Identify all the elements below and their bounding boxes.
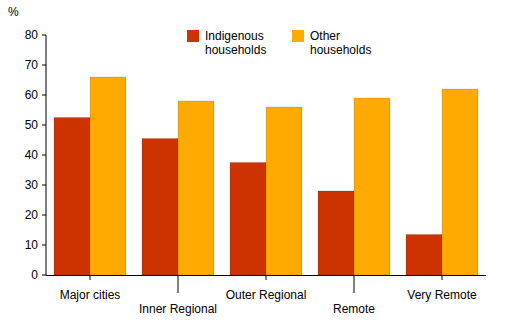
x-tick xyxy=(442,275,443,280)
y-tick xyxy=(42,125,46,126)
bar xyxy=(54,118,90,276)
bar xyxy=(142,139,178,276)
y-tick-label: 10 xyxy=(25,238,39,252)
bar xyxy=(318,191,354,275)
y-tick xyxy=(42,155,46,156)
y-tick-label: 20 xyxy=(25,208,39,222)
legend-label: Otherhouseholds xyxy=(310,29,371,57)
bars xyxy=(54,77,478,275)
y-tick-label: 50 xyxy=(25,118,39,132)
bar xyxy=(442,89,478,275)
y-tick-label: 60 xyxy=(25,88,39,102)
y-tick xyxy=(42,245,46,246)
bar xyxy=(178,101,214,275)
x-tick xyxy=(178,275,179,293)
x-tick-label: Remote xyxy=(333,302,375,316)
y-tick xyxy=(42,185,46,186)
y-tick-label: 80 xyxy=(25,28,39,42)
x-tick-label: Very Remote xyxy=(407,288,477,302)
x-tick xyxy=(266,275,267,280)
y-tick xyxy=(42,65,46,66)
x-tick xyxy=(354,275,355,293)
y-tick-label: 40 xyxy=(25,148,39,162)
legend-label: Indigenoushouseholds xyxy=(205,29,266,57)
y-tick xyxy=(42,215,46,216)
y-tick xyxy=(42,35,46,36)
bar xyxy=(354,98,390,275)
x-tick-label: Outer Regional xyxy=(226,288,307,302)
bar xyxy=(266,107,302,275)
y-axis xyxy=(46,35,47,275)
x-tick-label: Inner Regional xyxy=(139,302,217,316)
y-axis-label: % xyxy=(8,5,19,19)
bar xyxy=(406,235,442,276)
y-tick xyxy=(42,95,46,96)
chart-svg: % 0 10 20 30 40 50 60 70 80 Major cities Inner Regi… xyxy=(0,0,519,324)
legend-swatch xyxy=(292,30,304,42)
y-tick-label: 70 xyxy=(25,58,39,72)
y-tick-label: 0 xyxy=(31,268,38,282)
y-tick-label: 30 xyxy=(25,178,39,192)
bar xyxy=(230,163,266,276)
bar xyxy=(90,77,126,275)
x-tick-label: Major cities xyxy=(60,288,121,302)
x-tick xyxy=(90,275,91,280)
legend-swatch xyxy=(187,30,199,42)
y-tick xyxy=(42,275,46,276)
chart-container: % 0 10 20 30 40 50 60 70 80 Major cities Inner Regi… xyxy=(0,0,519,324)
